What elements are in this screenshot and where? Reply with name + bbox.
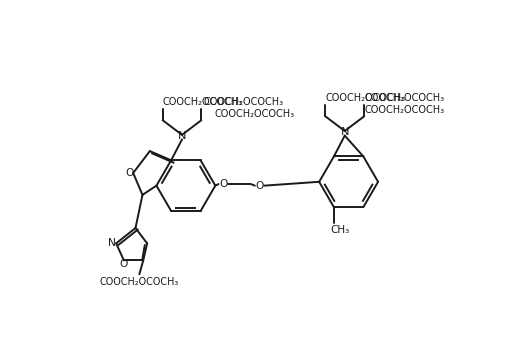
Text: COOCH₂OCOCH₃: COOCH₂OCOCH₃	[100, 277, 179, 287]
Text: CH₃: CH₃	[330, 225, 350, 235]
Text: COOCH₂OCOCH₃: COOCH₂OCOCH₃	[214, 109, 294, 119]
Text: COOCH₂OCOCH₃: COOCH₂OCOCH₃	[204, 97, 284, 107]
Text: O: O	[219, 179, 227, 189]
Text: O: O	[119, 259, 127, 269]
Text: COOCH₂OCOCH₃: COOCH₂OCOCH₃	[365, 105, 444, 115]
Text: O: O	[125, 168, 134, 178]
Text: COOCH₂OCOCH₃: COOCH₂OCOCH₃	[326, 93, 406, 103]
Text: O: O	[255, 181, 264, 191]
Text: N: N	[340, 127, 349, 137]
Text: N: N	[178, 131, 186, 141]
Text: COOCH₂OCOCH₃: COOCH₂OCOCH₃	[163, 97, 243, 107]
Text: COOCH₂OCOCH₃: COOCH₂OCOCH₃	[365, 93, 444, 103]
Text: N: N	[107, 238, 115, 248]
